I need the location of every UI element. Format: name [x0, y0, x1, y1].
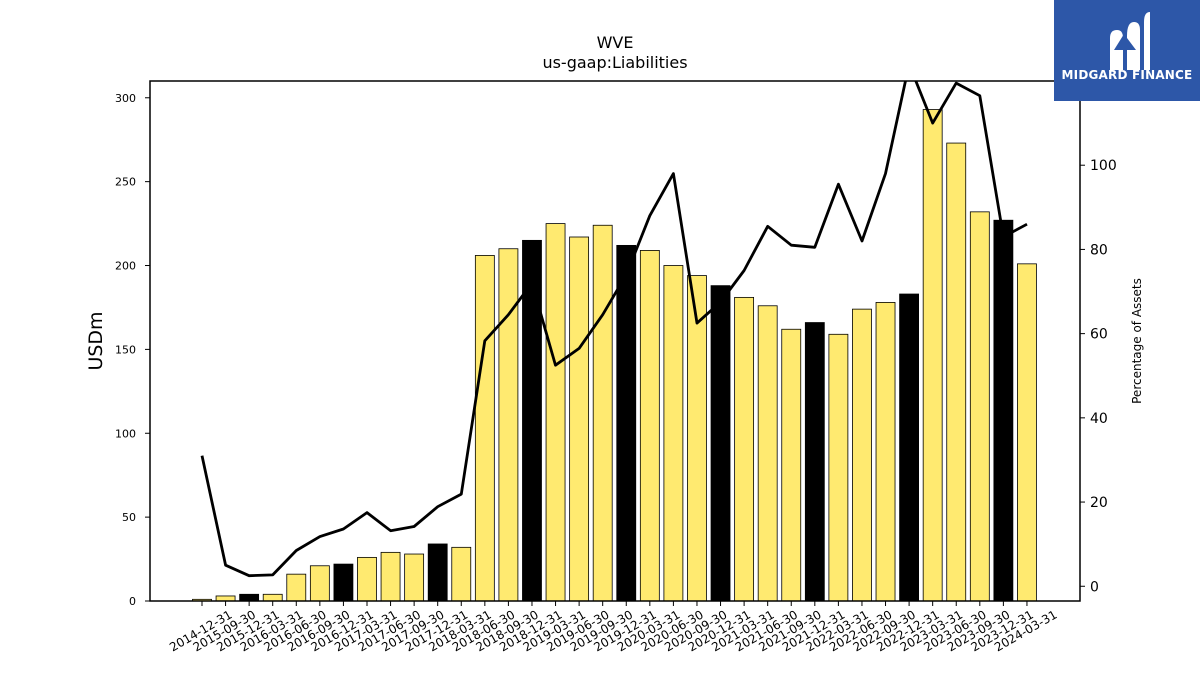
y2-tick-label: 60 — [1090, 327, 1108, 343]
bar — [922, 109, 943, 602]
bar — [262, 593, 283, 602]
y-axis-left: 0 50 100 150 200 250 300 — [115, 92, 150, 608]
bar — [616, 244, 637, 602]
y2-tick-label: 80 — [1090, 242, 1108, 258]
bar — [852, 308, 872, 602]
bar — [757, 305, 778, 602]
bar — [592, 224, 613, 602]
bar — [451, 546, 472, 602]
plot-frame — [149, 80, 1081, 602]
bar — [404, 553, 425, 602]
y2-axis-label: Percentage of Assets — [1130, 278, 1144, 404]
bar — [781, 328, 802, 602]
bar — [474, 255, 495, 602]
y-tick-label: 100 — [115, 427, 136, 440]
brand-name: MIDGARD FINANCE — [1061, 68, 1193, 82]
line-series-percentage — [200, 81, 1028, 578]
bar — [899, 293, 919, 602]
y-tick-label: 50 — [122, 511, 136, 524]
y-axis-label: USDm — [85, 311, 107, 370]
chart-title: WVE — [597, 33, 634, 52]
y-tick-label: 250 — [115, 176, 136, 189]
brand-logo: MIDGARD FINANCE — [1054, 0, 1200, 101]
y-tick-label: 200 — [115, 260, 136, 273]
bar — [663, 265, 684, 602]
bar — [875, 302, 896, 602]
bar — [1017, 263, 1037, 602]
bar — [309, 565, 330, 602]
y-tick-label: 0 — [129, 595, 136, 608]
bar — [828, 333, 849, 602]
bar — [357, 556, 377, 602]
bar — [333, 563, 354, 602]
bar — [522, 239, 542, 602]
bar — [993, 219, 1014, 602]
bar — [239, 593, 260, 602]
y2-tick-label: 100 — [1090, 158, 1117, 174]
bar — [569, 236, 590, 602]
y2-tick-label: 0 — [1090, 579, 1099, 595]
bar — [804, 322, 825, 602]
y-axis-right: 0 20 40 60 80 100 — [1080, 158, 1117, 595]
bar-group — [192, 109, 1037, 602]
bar — [710, 285, 731, 602]
bar — [969, 211, 990, 602]
bar — [286, 573, 307, 602]
bar — [215, 595, 236, 602]
y2-tick-label: 20 — [1090, 495, 1108, 511]
y2-tick-label: 40 — [1090, 411, 1108, 427]
bar — [498, 248, 519, 602]
y-tick-label: 300 — [115, 92, 136, 105]
x-axis: 2014-12-312015-09-302015-12-312016-03-31… — [167, 601, 1059, 654]
midgard-m-logo-icon — [1110, 12, 1150, 70]
bar — [734, 296, 755, 602]
bar — [380, 551, 401, 602]
bar — [639, 250, 660, 602]
bar — [946, 142, 967, 602]
bar — [427, 543, 448, 602]
y-tick-label: 150 — [115, 343, 136, 356]
bar — [545, 223, 566, 602]
line-layer — [200, 81, 1028, 578]
chart-subtitle: us-gaap:Liabilities — [542, 53, 687, 72]
